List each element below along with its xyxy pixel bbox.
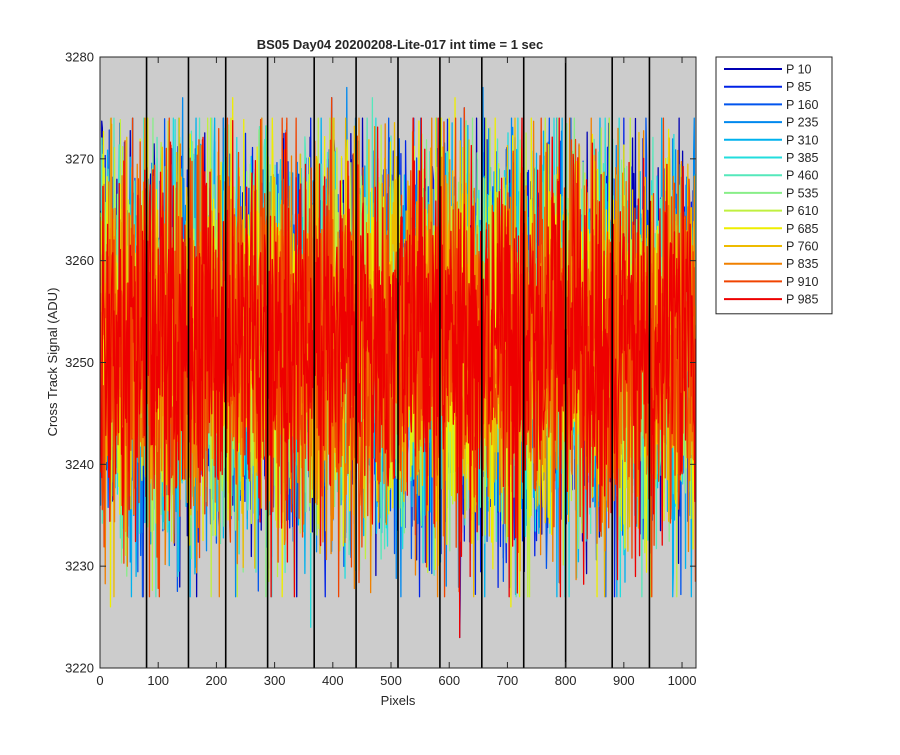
legend: P 10 P 85 P 160 P 235 P 310 P 385 P 460 P 535 P … (715, 56, 833, 315)
legend-label-p985: P 985 (786, 293, 818, 307)
legend-label-p760: P 760 (786, 240, 818, 254)
legend-label-p610: P 610 (786, 204, 818, 218)
legend-label-p535: P 535 (786, 186, 818, 200)
legend-label-p385: P 385 (786, 151, 818, 165)
x-tick-label: 700 (497, 673, 519, 688)
legend-label-p310: P 310 (786, 133, 818, 147)
y-tick-label: 3250 (65, 355, 94, 370)
x-axis-label: Pixels (381, 693, 416, 708)
legend-box (715, 56, 833, 315)
x-tick-label: 400 (322, 673, 344, 688)
x-tick-label: 500 (380, 673, 402, 688)
legend-label-p235: P 235 (786, 116, 818, 130)
y-tick-label: 3220 (65, 661, 94, 676)
legend-label-p910: P 910 (786, 275, 818, 289)
x-axis: 0 100 200 300 400 500 600 700 800 900 1000 (96, 57, 696, 688)
plot-area (99, 56, 697, 669)
y-tick-label: 3240 (65, 457, 94, 472)
x-tick-label: 0 (96, 673, 103, 688)
legend-label-p10: P 10 (786, 63, 812, 77)
y-tick-label: 3270 (65, 151, 94, 166)
x-tick-label: 800 (555, 673, 577, 688)
legend-label-p460: P 460 (786, 169, 818, 183)
x-tick-label: 1000 (668, 673, 697, 688)
y-tick-label: 3230 (65, 559, 94, 574)
y-axis: 3220 3230 3240 3250 3260 3270 3280 (65, 50, 696, 676)
chart-title: BS05 Day04 20200208-Lite-017 int time = … (257, 37, 544, 52)
y-axis-label: Cross Track Signal (ADU) (45, 288, 60, 437)
y-tick-label: 3260 (65, 253, 94, 268)
legend-label-p160: P 160 (786, 98, 818, 112)
legend-label-p685: P 685 (786, 222, 818, 236)
x-tick-label: 200 (206, 673, 228, 688)
x-tick-label: 600 (438, 673, 460, 688)
x-tick-label: 900 (613, 673, 635, 688)
x-tick-label: 300 (264, 673, 286, 688)
x-tick-label: 100 (147, 673, 169, 688)
legend-label-p85: P 85 (786, 80, 812, 94)
legend-label-p835: P 835 (786, 257, 818, 271)
y-tick-label: 3280 (65, 50, 94, 65)
